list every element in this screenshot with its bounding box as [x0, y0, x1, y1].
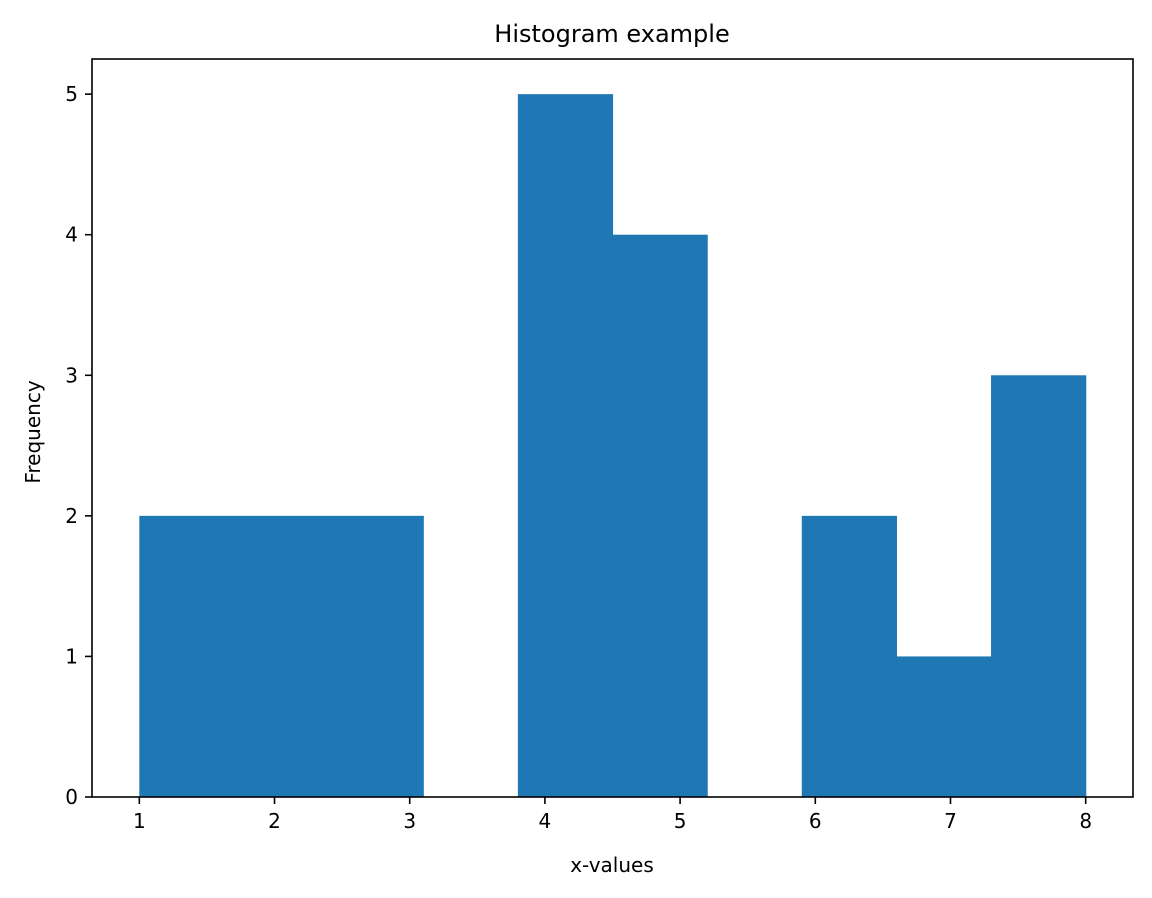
y-tick-label: 3: [65, 363, 78, 387]
histogram-bar-7: [801, 515, 898, 797]
chart-title: Histogram example: [494, 20, 729, 48]
histogram-bar-0: [139, 515, 235, 797]
histogram-bar-9: [991, 375, 1087, 797]
x-tick-label: 4: [539, 809, 552, 833]
x-axis: 1 2 3 4 5 6 7 8: [133, 797, 1092, 833]
x-tick-label: 6: [809, 809, 822, 833]
histogram-bar-8: [896, 656, 992, 797]
histogram-bar-5: [612, 234, 708, 797]
y-axis: 0 1 2 3 4 5: [65, 82, 92, 809]
y-tick-label: 1: [65, 644, 78, 668]
y-axis-label: Frequency: [21, 380, 45, 483]
x-tick-label: 8: [1079, 809, 1092, 833]
x-axis-label: x-values: [570, 853, 654, 877]
y-tick-label: 5: [65, 82, 78, 106]
bars-layer: [139, 94, 1087, 797]
histogram-bar-2: [328, 515, 424, 797]
histogram-bar-1: [233, 515, 330, 797]
x-tick-label: 3: [403, 809, 416, 833]
y-tick-label: 2: [65, 504, 78, 528]
y-tick-label: 0: [65, 785, 78, 809]
y-tick-label: 4: [65, 223, 78, 247]
x-tick-label: 5: [674, 809, 687, 833]
x-tick-label: 7: [944, 809, 957, 833]
x-tick-label: 2: [268, 809, 281, 833]
x-tick-label: 1: [133, 809, 146, 833]
histogram-bar-4: [517, 94, 614, 797]
plot-frame: [91, 58, 1134, 798]
